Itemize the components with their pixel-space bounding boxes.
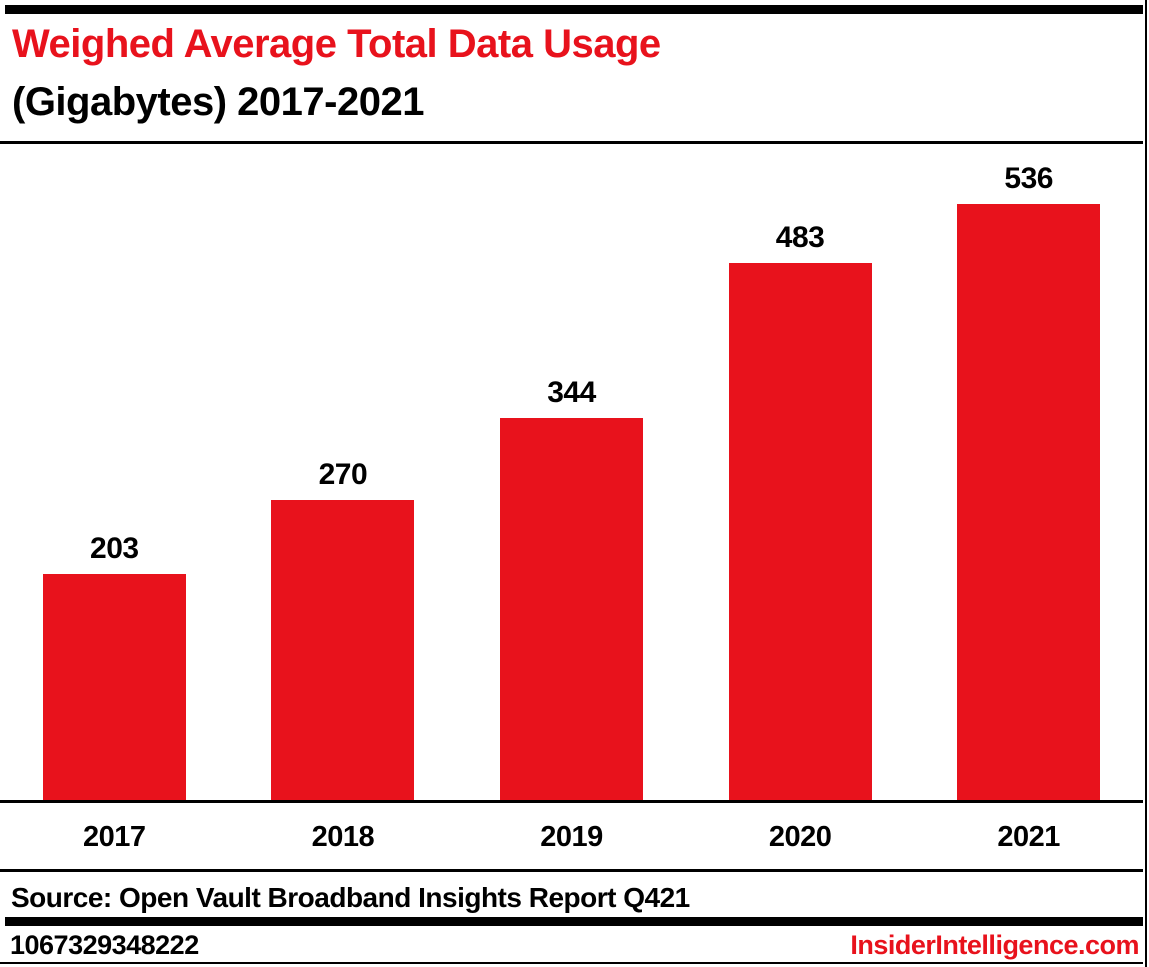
insider-intelligence-site-label: InsiderIntelligence.com bbox=[850, 929, 1139, 960]
bar-group-2021: 536 bbox=[914, 144, 1143, 800]
bar-value-label: 344 bbox=[547, 375, 596, 409]
x-axis-label: 2020 bbox=[768, 820, 832, 853]
x-axis-label: 2017 bbox=[83, 820, 146, 853]
bar-value-label: 270 bbox=[318, 457, 368, 491]
chart-title-line1: Weighed Average Total Data Usage bbox=[12, 22, 661, 66]
bar bbox=[271, 499, 415, 800]
right-border-line bbox=[1145, 0, 1147, 967]
bar-group-2019: 344 bbox=[457, 144, 686, 800]
x-axis-label: 2018 bbox=[311, 820, 375, 853]
chart-id-number: 1067329348222 bbox=[10, 929, 199, 960]
source-attribution: Source: Open Vault Broadband Insights Re… bbox=[11, 882, 690, 913]
footer-divider-bar bbox=[5, 917, 1143, 926]
footer-row: 1067329348222 InsiderIntelligence.com bbox=[0, 930, 1143, 960]
bar-group-2020: 483 bbox=[686, 144, 915, 800]
title-divider-rule bbox=[0, 141, 1143, 144]
x-axis-labels: 2017 2018 2019 2020 2021 bbox=[0, 806, 1143, 868]
bar bbox=[957, 204, 1101, 800]
bottom-border-rule bbox=[0, 962, 1143, 964]
bar-value-label: 483 bbox=[775, 220, 825, 254]
axis-footer-divider-rule bbox=[0, 869, 1143, 872]
bar-value-label: 203 bbox=[90, 532, 139, 566]
x-axis-label: 2021 bbox=[997, 820, 1060, 853]
bar bbox=[42, 574, 186, 800]
bar bbox=[499, 417, 643, 800]
plot-area: 203 270 344 483 536 bbox=[0, 144, 1143, 803]
chart-title-line2: (Gigabytes) 2017-2021 bbox=[12, 80, 424, 124]
bar-group-2018: 270 bbox=[229, 144, 458, 800]
bar-value-label: 536 bbox=[1004, 162, 1053, 196]
x-axis-label: 2019 bbox=[540, 820, 603, 853]
top-divider-bar bbox=[5, 5, 1143, 14]
bar bbox=[728, 262, 872, 800]
bar-group-2017: 203 bbox=[0, 144, 229, 800]
